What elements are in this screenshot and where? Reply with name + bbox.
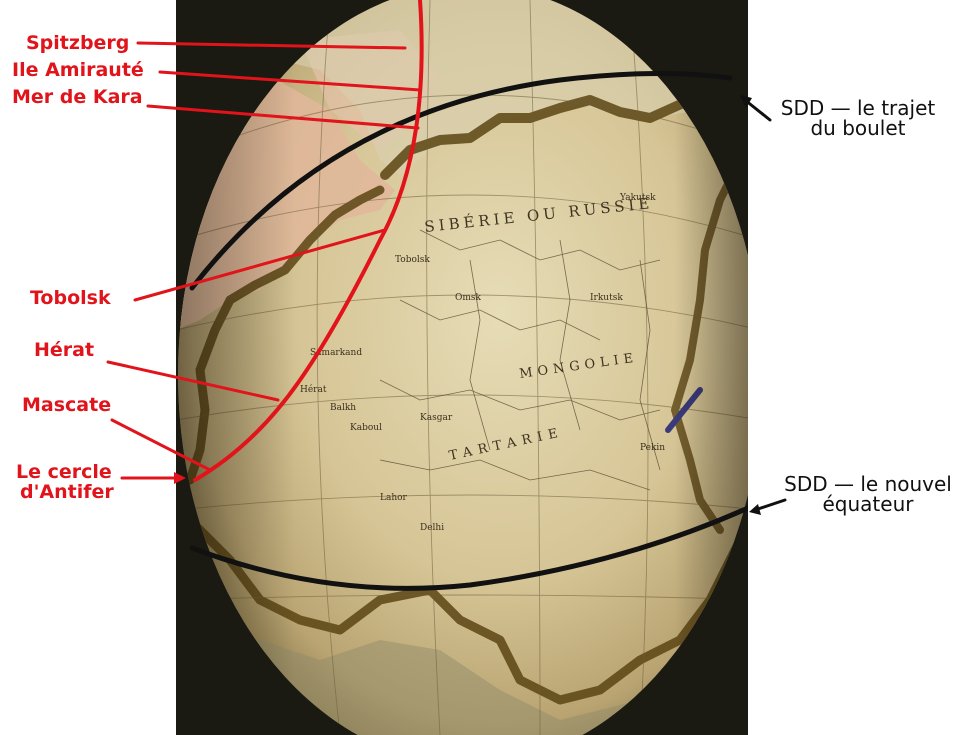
place-name: Kasgar <box>420 413 453 423</box>
arrowhead-trajet <box>740 95 752 108</box>
leader-herat <box>106 360 280 402</box>
label-sdd-equateur-line2: équateur <box>822 492 914 516</box>
trajectory-curve <box>189 70 733 291</box>
leader-mer-de-kara <box>146 104 420 130</box>
arrow-equateur <box>753 498 787 512</box>
label-antifer: d'Antifer <box>20 481 114 503</box>
label-mascate: Mascate <box>22 394 112 416</box>
leader-spitzberg <box>136 41 407 50</box>
antifer-circle <box>193 0 424 482</box>
label-tobolsk: Tobolsk <box>30 287 111 309</box>
leader-tobolsk <box>133 228 387 302</box>
label-sdd-trajet-line2: du boulet <box>810 116 906 140</box>
map-place-names: Tobolsk Omsk Irkutsk Hérat Kaboul Balkh … <box>300 193 665 533</box>
place-name: Omsk <box>455 293 482 303</box>
place-name: Kaboul <box>350 423 382 433</box>
label-le-cercle: Le cercle <box>16 461 112 483</box>
place-name: Samarkand <box>310 348 362 358</box>
place-name: Tobolsk <box>395 255 430 265</box>
label-sdd-equateur: SDD — le nouvel équateur <box>780 474 956 514</box>
label-herat: Hérat <box>34 339 95 361</box>
place-name: Lahor <box>380 493 408 503</box>
new-equator-curve <box>189 505 748 591</box>
place-name: Balkh <box>330 403 356 413</box>
label-sdd-trajet: SDD — le trajet du boulet <box>770 98 946 138</box>
place-name: Delhi <box>420 523 444 533</box>
place-name: Irkutsk <box>590 293 623 303</box>
label-mer-de-kara: Mer de Kara <box>12 86 143 108</box>
globe-shading <box>178 0 748 735</box>
place-name: Hérat <box>300 384 327 395</box>
label-sdd-equateur-line1: SDD — le nouvel <box>784 472 952 496</box>
leader-mascate <box>110 418 212 472</box>
leader-ile-amiraute <box>158 70 422 92</box>
place-name: Yakutsk <box>619 193 656 203</box>
label-ile-amiraute: Ile Amirauté <box>12 59 144 81</box>
arrowhead-equateur <box>749 504 761 515</box>
label-sdd-trajet-line1: SDD — le trajet <box>780 96 936 120</box>
right-arrows <box>743 98 787 512</box>
leader-lines <box>106 41 422 480</box>
label-spitzberg: Spitzberg <box>26 32 130 54</box>
arrow-trajet <box>743 98 772 122</box>
place-name: Pekin <box>640 443 665 453</box>
arrowhead-antifer <box>174 472 186 484</box>
